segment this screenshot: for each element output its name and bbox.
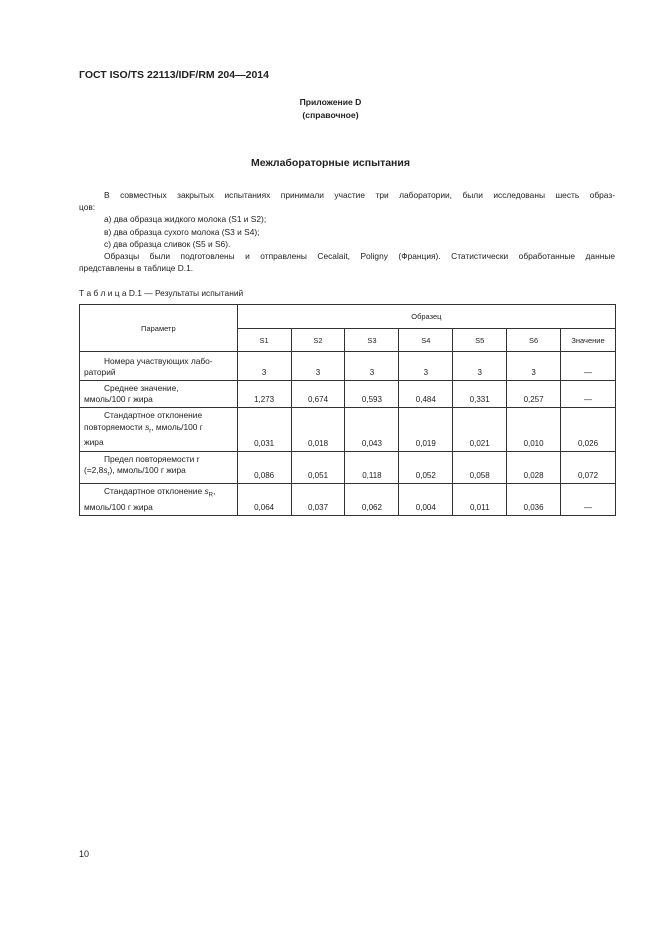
table-row: Номера участвующих лабо-раторий 3 3 3 3 3 3—: [79, 351, 616, 381]
value-cell: 0,062: [344, 482, 400, 516]
value-cell: 0,593: [344, 379, 400, 409]
value-cell: 0,072: [560, 450, 616, 484]
value-cell: 0,086: [236, 450, 292, 484]
column-header: S3: [344, 328, 400, 352]
value-cell: 0,058: [452, 450, 508, 484]
param-text: Стандартное отклонение: [104, 410, 203, 421]
appendix-heading: Приложение D (справочное): [0, 96, 661, 122]
value-cell: 0,031: [236, 407, 292, 452]
column-header: S2: [290, 328, 346, 352]
column-header: S5: [452, 328, 508, 352]
param-text: Предел повторяемости r: [104, 453, 200, 464]
appendix-subtitle: (справочное): [302, 110, 359, 120]
symbol: s: [145, 421, 150, 432]
value-cell: 1,273: [236, 379, 292, 409]
subscript: r: [107, 471, 110, 478]
value-cell: 0,019: [398, 407, 454, 452]
value-cell: 3: [398, 351, 454, 381]
page-number: 10: [79, 849, 90, 859]
param-text: , ммоль/100 г: [151, 421, 203, 432]
sample-group-header: Образец: [236, 304, 617, 329]
value-cell: 0,257: [506, 379, 562, 409]
paragraph: В совместных закрытых испытаниях принима…: [104, 190, 615, 200]
value-cell: 0,036: [506, 482, 562, 516]
value-cell: 0,026: [560, 407, 616, 452]
param-text: ммоль/100 г жира: [84, 501, 153, 512]
param-text: ммоль/100 г жира: [84, 394, 153, 405]
value-cell: 0,004: [398, 482, 454, 516]
value-cell: 0,051: [290, 450, 346, 484]
subscript: R: [208, 492, 214, 499]
value-cell: 0,484: [398, 379, 454, 409]
table-row: Среднее значение, ммоль/100 г жира 1,273 0,…: [79, 379, 616, 409]
list-item: с) два образца сливок (S5 и S6).: [104, 238, 231, 249]
value-cell: 0,052: [398, 450, 454, 484]
table-row: Стандартное отклонение повторяемости sr, …: [79, 407, 616, 452]
param-text: Стандартное отклонение: [104, 485, 205, 496]
value-cell: —: [560, 379, 616, 409]
value-cell: 3: [236, 351, 292, 381]
section-title: Межлабораторные испытания: [251, 157, 410, 169]
paragraph: цов:: [79, 202, 96, 213]
column-header: S4: [398, 328, 454, 352]
param-text: ), ммоль/100 г жира: [109, 464, 186, 475]
list-item: а) два образца жидкого молока (S1 и S2);: [104, 214, 267, 225]
subscript: r: [149, 428, 152, 435]
body-text: В совместных закрытых испытаниях принима…: [79, 189, 615, 274]
value-cell: 0,331: [452, 379, 508, 409]
symbol: s: [204, 485, 209, 496]
value-cell: —: [560, 351, 616, 381]
column-header: S1: [236, 328, 292, 352]
param-text: (=2,8: [84, 464, 104, 475]
param-cell: Предел повторяемости r (=2,8sr), ммоль/10…: [79, 450, 238, 484]
param-text: жира: [84, 437, 104, 448]
param-cell: Среднее значение, ммоль/100 г жира: [79, 379, 238, 409]
param-text: повторяемости: [84, 421, 146, 432]
value-cell: 3: [506, 351, 562, 381]
appendix-title: Приложение D: [299, 97, 362, 107]
value-cell: 0,018: [290, 407, 346, 452]
value-cell: 0,064: [236, 482, 292, 516]
value-cell: 0,043: [344, 407, 400, 452]
param-text: Номера участвующих лабо-: [104, 355, 213, 366]
document-header: ГОСТ ISO/TS 22113/IDF/RM 204—2014: [79, 69, 269, 81]
value-cell: 3: [344, 351, 400, 381]
value-cell: 0,118: [344, 450, 400, 484]
paragraph: представлены в таблице D.1.: [79, 263, 194, 274]
value-cell: 0,674: [290, 379, 346, 409]
value-cell: —: [560, 482, 616, 516]
param-cell: Стандартное отклонение повторяемости sr, …: [79, 407, 238, 452]
param-text: Среднее значение,: [104, 383, 179, 393]
results-table: Параметр Образец S1 S2 S3 S4 S5 S6 Значение Но…: [79, 304, 617, 516]
value-cell: 0,037: [290, 482, 346, 516]
column-header: Значение: [560, 328, 616, 352]
param-text: ,: [213, 485, 216, 496]
value-cell: 0,021: [452, 407, 508, 452]
column-header: S6: [506, 328, 562, 352]
value-cell: 0,028: [506, 450, 562, 484]
symbol: s: [103, 464, 108, 475]
table-row: Стандартное отклонение sR, ммоль/100 г жи…: [79, 482, 616, 516]
param-cell: Номера участвующих лабо-раторий: [79, 351, 238, 381]
value-cell: 3: [452, 351, 508, 381]
table-row: Предел повторяемости r (=2,8sr), ммоль/10…: [79, 450, 616, 484]
value-cell: 3: [290, 351, 346, 381]
value-cell: 0,011: [452, 482, 508, 516]
value-cell: 0,010: [506, 407, 562, 452]
param-header: Параметр: [79, 304, 238, 352]
paragraph: Образцы были подготовлены и отправлены C…: [104, 251, 615, 262]
list-item: в) два образца сухого молока (S3 и S4);: [104, 226, 260, 237]
param-text: раторий: [84, 366, 116, 377]
param-cell: Стандартное отклонение sR, ммоль/100 г жи…: [79, 482, 238, 516]
table-caption: Т а б л и ц а D.1 — Результаты испытаний: [79, 288, 244, 298]
